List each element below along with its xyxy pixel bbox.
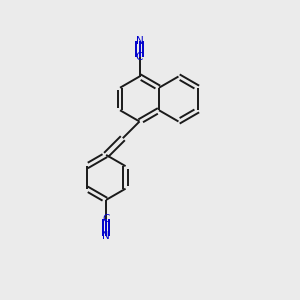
Text: C: C bbox=[102, 214, 110, 224]
Text: N: N bbox=[136, 35, 143, 46]
Text: C: C bbox=[136, 52, 143, 62]
Text: N: N bbox=[102, 231, 110, 241]
